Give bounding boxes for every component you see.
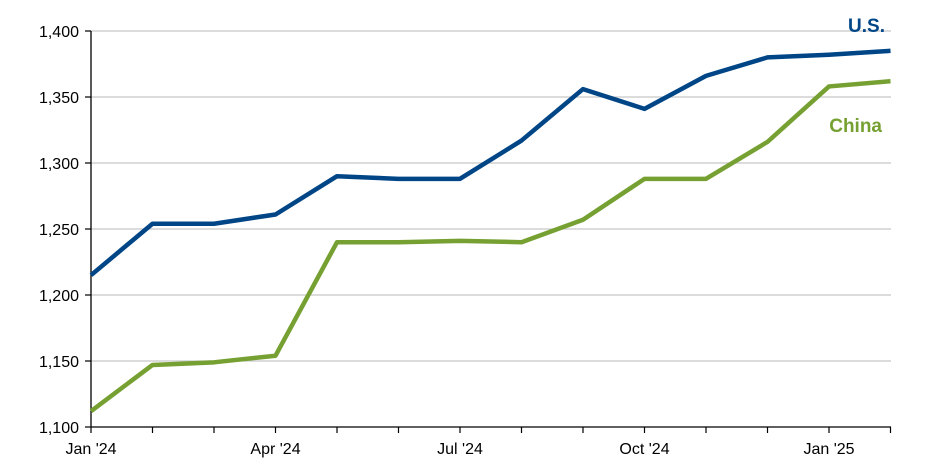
- series-labels: U.S. China: [829, 16, 885, 137]
- x-tick-label: Oct '24: [619, 441, 669, 458]
- gridlines: [91, 30, 891, 362]
- y-axis-ticks: 1,100 1,150 1,200 1,250 1,300 1,350 1,400: [39, 24, 91, 437]
- series-line-us: [89, 48, 891, 277]
- x-tick-label: Jan '24: [65, 441, 116, 458]
- x-tick-label: Jan '25: [803, 441, 854, 458]
- x-tick-label: Jul '24: [437, 441, 483, 458]
- series-lines: [89, 48, 891, 413]
- y-tick-label: 1,350: [39, 90, 79, 107]
- y-tick-label: 1,150: [39, 354, 79, 371]
- x-axis-ticks: Jan '24 Apr '24 Jul '24 Oct '24 Jan '25: [65, 427, 892, 458]
- y-tick-label: 1,100: [39, 420, 79, 437]
- series-label-us: U.S.: [848, 16, 885, 37]
- series-line-china: [89, 78, 891, 413]
- series-label-china: China: [829, 116, 882, 137]
- x-tick-label: Apr '24: [250, 441, 300, 458]
- y-tick-label: 1,300: [39, 156, 79, 173]
- y-tick-label: 1,250: [39, 222, 79, 239]
- y-tick-label: 1,200: [39, 288, 79, 305]
- y-tick-label: 1,400: [39, 24, 79, 41]
